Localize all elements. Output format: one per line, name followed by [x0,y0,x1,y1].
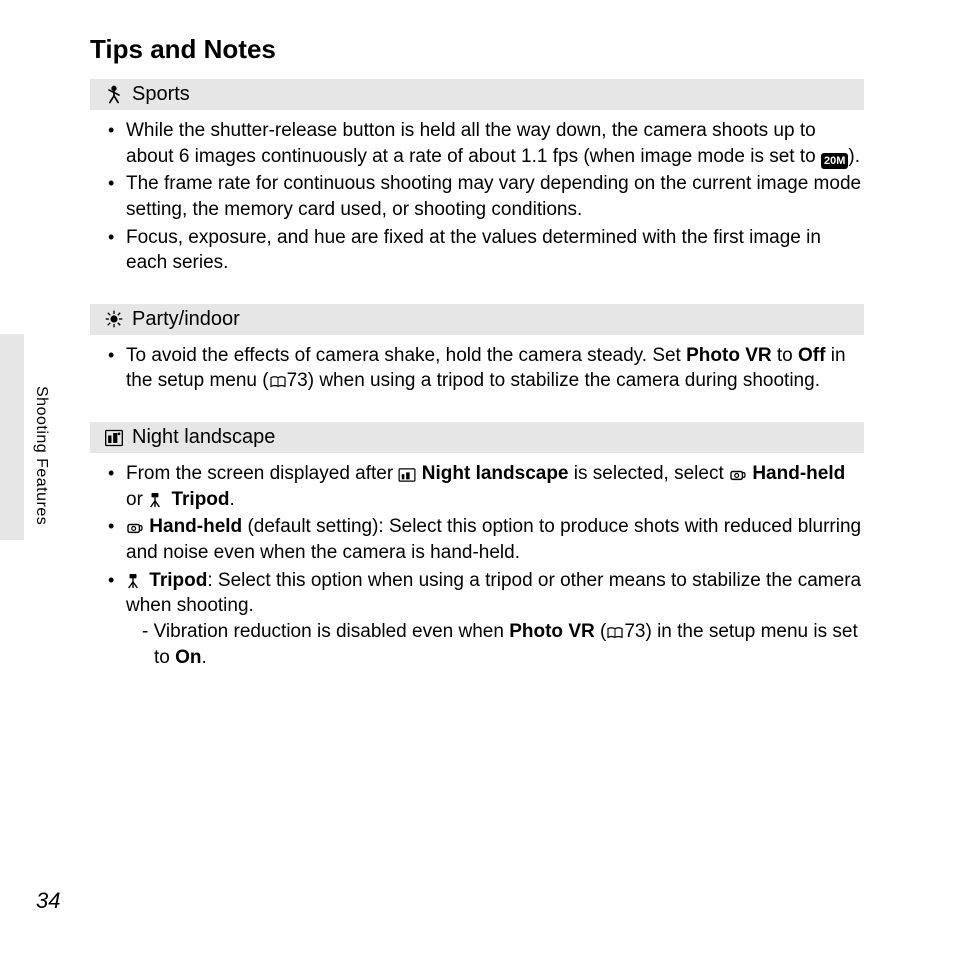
bold-text: Tripod [149,570,207,591]
section-header-sports: Sports [90,79,864,110]
book-ref-icon [269,375,287,391]
bold-text: Hand-held [149,516,242,537]
page-ref: 73 [624,621,645,642]
list-item: While the shutter-release button is held… [126,118,864,169]
text: To avoid the effects of camera shake, ho… [126,345,686,366]
text: From the screen displayed after [126,463,398,484]
bold-text: Night landscape [422,463,569,484]
sub-list-item: - Vibration reduction is disabled even w… [142,619,864,670]
party-icon [104,309,124,329]
page-title: Tips and Notes [90,34,864,65]
text: to [772,345,798,366]
list-item: Focus, exposure, and hue are fixed at th… [126,225,864,276]
sports-bullet-list: While the shutter-release button is held… [90,118,864,276]
text: : Select this option when using a tripod… [126,570,861,617]
hand-held-inline-icon [126,521,144,537]
book-ref-icon [606,626,624,642]
list-item: From the screen displayed after Night la… [126,461,864,512]
night-bullet-list: From the screen displayed after Night la… [90,461,864,670]
page-number: 34 [36,888,60,914]
text: . [202,647,207,668]
manual-page: Tips and Notes Sports While the shutter-… [0,0,954,954]
bold-text: Off [798,345,825,366]
page-ref: 73 [287,370,308,391]
list-item: Hand-held (default setting): Select this… [126,514,864,565]
sports-icon [104,85,124,105]
party-bullet-list: To avoid the effects of camera shake, ho… [90,343,864,394]
night-landscape-icon [104,428,124,448]
text: . [230,489,235,510]
list-item: Tripod: Select this option when using a … [126,568,864,671]
text: is selected, select [569,463,730,484]
bold-text: On [175,647,201,668]
night-landscape-inline-icon [398,468,416,484]
section-title-night: Night landscape [132,426,275,449]
bold-text: Tripod [171,489,229,510]
image-mode-badge: 20M [821,153,848,169]
tripod-inline-icon [148,492,166,508]
bold-text: Photo VR [509,621,595,642]
section-header-night: Night landscape [90,422,864,453]
list-item: To avoid the effects of camera shake, ho… [126,343,864,394]
text: ). [848,146,860,167]
text: While the shutter-release button is held… [126,120,821,167]
section-header-party: Party/indoor [90,304,864,335]
bold-text: Hand-held [752,463,845,484]
list-item: The frame rate for continuous shooting m… [126,171,864,222]
section-title-sports: Sports [132,83,190,106]
bold-text: Photo VR [686,345,772,366]
hand-held-inline-icon [729,468,747,484]
section-title-party: Party/indoor [132,308,240,331]
text: ) when using a tripod to stabilize the c… [308,370,820,391]
text: or [126,489,148,510]
text: ( [595,621,607,642]
tripod-inline-icon [126,573,144,589]
text: - Vibration reduction is disabled even w… [142,621,509,642]
